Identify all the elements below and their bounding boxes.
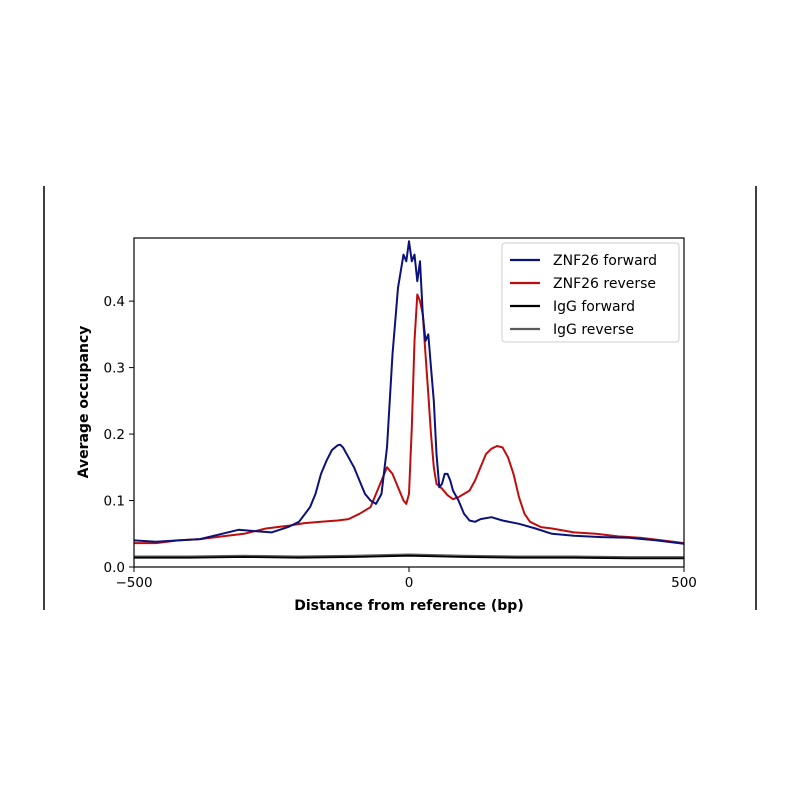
- series-group: [133, 240, 685, 560]
- y-tick-label: 0.2: [104, 427, 125, 443]
- x-tick-label: 0: [405, 575, 414, 591]
- x-axis-label: Distance from reference (bp): [294, 598, 523, 614]
- y-tick-label: 0.4: [104, 294, 125, 310]
- series-line-3: [134, 553, 684, 558]
- series-line-2: [134, 554, 684, 560]
- y-tick-label: 0.3: [104, 361, 125, 377]
- y-tick-label: 0.1: [104, 494, 125, 510]
- legend: ZNF26 forward ZNF26 reverse IgG forward IgG…: [501, 242, 680, 343]
- y-axis-label: Average occupancy: [76, 326, 92, 479]
- ticks: −500 0 500 0.0 0.1 0.2 0.3 0.4: [104, 294, 697, 591]
- legend-label-3: IgG reverse: [553, 322, 634, 338]
- legend-label-2: IgG forward: [553, 299, 635, 315]
- legend-box: [501, 242, 680, 343]
- series-line-0: [133, 240, 685, 545]
- legend-label-0: ZNF26 forward: [553, 253, 657, 269]
- series-line-1: [134, 293, 685, 545]
- plot-area: −500 0 500 0.0 0.1 0.2 0.3 0.4: [104, 237, 697, 591]
- x-tick-label: −500: [115, 575, 152, 591]
- legend-label-1: ZNF26 reverse: [553, 276, 656, 292]
- y-tick-label: 0.0: [104, 560, 125, 576]
- x-tick-label: 500: [671, 575, 697, 591]
